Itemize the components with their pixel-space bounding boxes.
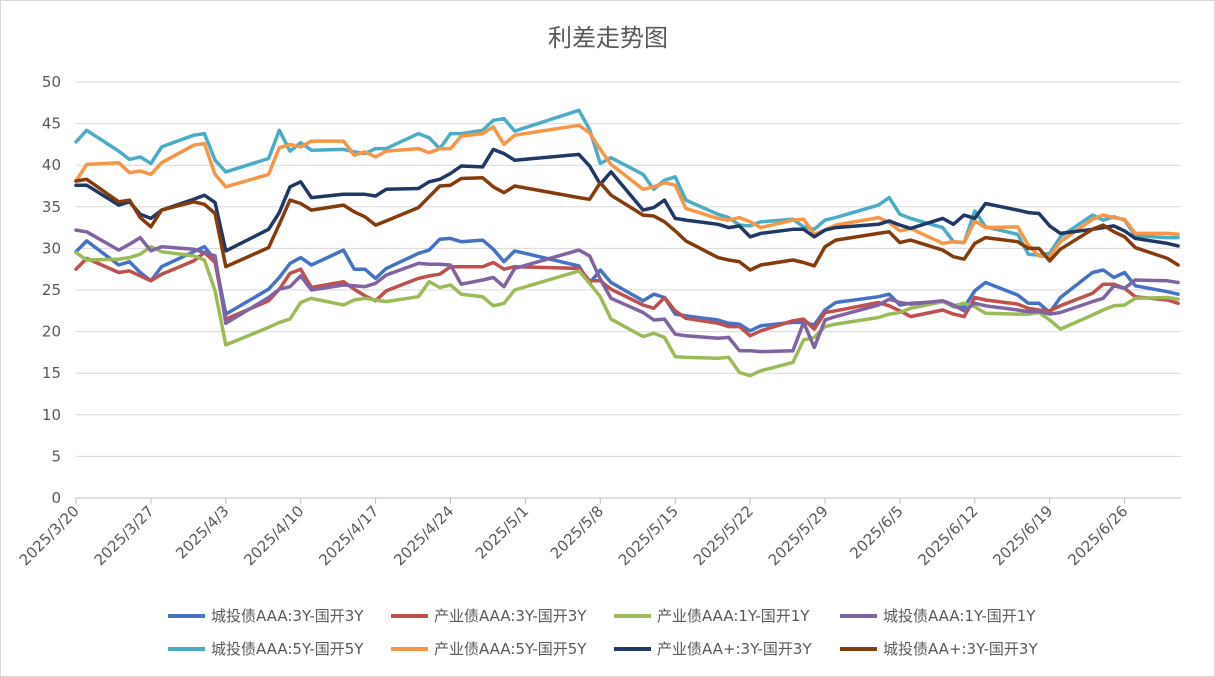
y-tick-label: 0 [51, 489, 61, 507]
x-tick-label: 2025/4/17 [315, 502, 382, 569]
legend-item: 城投债AAA:1Y-国开1Y [840, 607, 1036, 625]
series-line-8 [74, 175, 1180, 272]
series-line-6 [74, 123, 1180, 259]
series-lines [74, 108, 1180, 378]
x-tick-label: 2025/3/20 [16, 502, 83, 569]
y-tick-label: 30 [42, 239, 61, 257]
legend-label: 城投债AAA:3Y-国开3Y [211, 607, 364, 625]
legend-item: 城投债AAA:3Y-国开3Y [168, 607, 364, 625]
y-tick-label: 45 [42, 115, 61, 133]
y-tick-label: 20 [42, 323, 61, 341]
chart-title: 利差走势图 [548, 24, 668, 52]
x-tick-label: 2025/5/22 [690, 502, 757, 569]
x-tick-label: 2025/5/8 [547, 502, 607, 562]
legend-item: 城投债AA+:3Y-国开3Y [840, 640, 1038, 658]
x-tick-label: 2025/5/29 [765, 502, 832, 569]
series-line-4 [74, 228, 1180, 354]
series-line-7 [74, 147, 1180, 253]
x-tick-label: 2025/6/5 [846, 502, 906, 562]
series-line-1 [74, 236, 1180, 333]
grid-lines [76, 81, 1181, 499]
y-tick-label: 10 [42, 406, 61, 424]
legend-label: 产业债AAA:3Y-国开3Y [434, 607, 587, 625]
x-tick-label: 2025/6/12 [915, 502, 982, 569]
legend-item: 城投债AAA:5Y-国开5Y [168, 640, 364, 658]
y-tick-label: 15 [42, 364, 61, 382]
x-tick-label: 2025/6/19 [989, 502, 1056, 569]
y-tick-label: 50 [42, 73, 61, 91]
legend-label: 产业债AA+:3Y-国开3Y [657, 640, 812, 658]
legend-label: 产业债AAA:5Y-国开5Y [434, 640, 587, 658]
y-tick-label: 35 [42, 198, 61, 216]
x-axis-tick-labels: 2025/3/20 2025/3/27 2025/4/3 2025/4/10 2025/… [16, 498, 1131, 569]
x-tick-label: 2025/4/3 [172, 502, 232, 562]
legend-item: 产业债AAA:3Y-国开3Y [391, 607, 587, 625]
legend-label: 城投债AAA:5Y-国开5Y [211, 640, 364, 658]
x-tick-label: 2025/5/1 [472, 502, 532, 562]
legend-label: 城投债AAA:1Y-国开1Y [883, 607, 1036, 625]
legend-item: 产业债AA+:3Y-国开3Y [614, 640, 812, 658]
series-line-3 [74, 244, 1180, 378]
y-axis-tick-labels: 0 5 10 15 20 25 30 35 40 45 50 [42, 73, 61, 507]
x-tick-label: 2025/6/26 [1064, 502, 1131, 569]
x-tick-label: 2025/3/27 [91, 502, 158, 569]
legend: 城投债AAA:3Y-国开3Y 产业债AAA:3Y-国开3Y 产业债AAA:1Y-国开… [168, 607, 1038, 658]
legend-item: 产业债AAA:1Y-国开1Y [614, 607, 810, 625]
x-tick-label: 2025/4/24 [390, 502, 457, 569]
x-tick-label: 2025/4/10 [240, 502, 307, 569]
legend-label: 产业债AAA:1Y-国开1Y [657, 607, 810, 625]
series-line-5 [74, 108, 1180, 257]
legend-label: 城投债AA+:3Y-国开3Y [883, 640, 1038, 658]
x-tick-label: 2025/5/15 [615, 502, 682, 569]
y-tick-label: 25 [42, 281, 61, 299]
y-tick-label: 40 [42, 156, 61, 174]
y-tick-label: 5 [51, 447, 61, 465]
legend-item: 产业债AAA:5Y-国开5Y [391, 640, 587, 658]
